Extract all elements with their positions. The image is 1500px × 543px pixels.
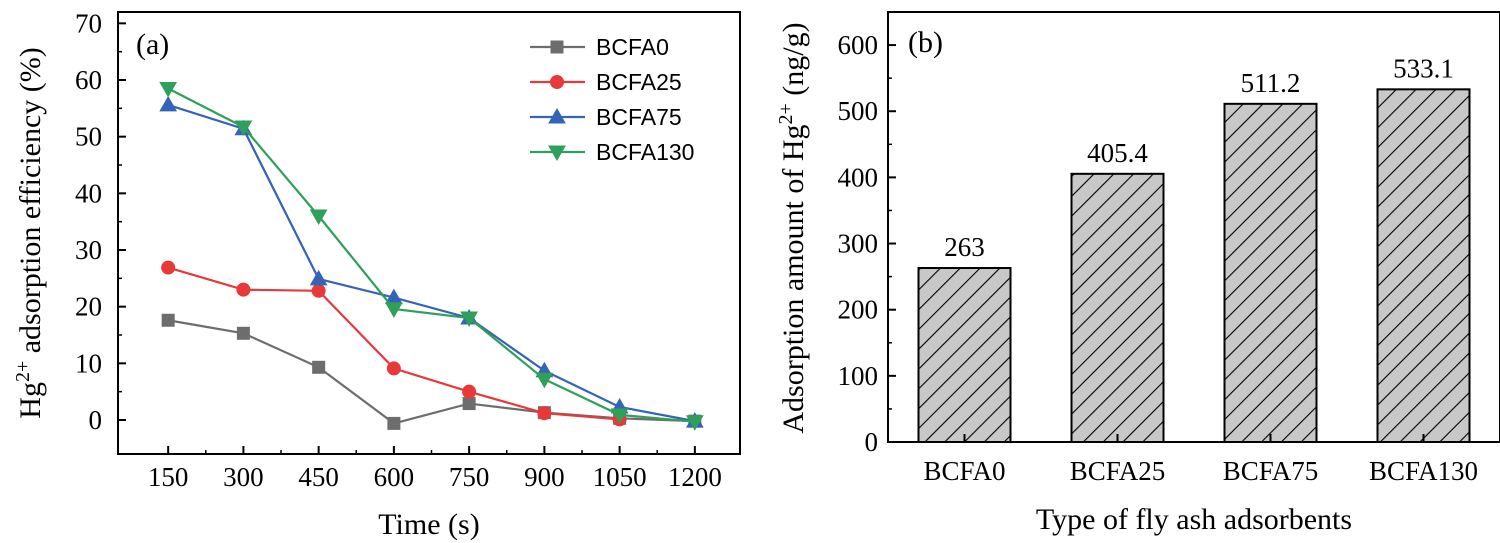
panel-a-x-tick-label: 300 xyxy=(223,462,264,492)
panel-a-x-tick-label: 150 xyxy=(148,462,189,492)
legend-entry-bcfa75: BCFA75 xyxy=(530,104,682,130)
legend-entry-bcfa0: BCFA0 xyxy=(530,34,669,60)
panel-b-x-axis-title: Type of fly ash adsorbents xyxy=(1036,503,1352,536)
panel-a-x-axis: 150 300 450 600 750 900 1050 1200 xyxy=(148,446,722,492)
panel-a-series xyxy=(159,82,704,431)
panel-a-x-tick-label: 1200 xyxy=(668,462,722,492)
panel-a-y-axis-title: Hg2+ adsorption efficiency (%) xyxy=(12,47,47,418)
bar-bcfa75 xyxy=(1223,102,1318,444)
panel-a-y-tick-label: 40 xyxy=(75,178,102,208)
legend-label-bcfa25: BCFA25 xyxy=(596,69,682,95)
data-point-bcfa130 xyxy=(610,408,629,424)
panel-b-y-tick-label: 400 xyxy=(838,162,879,192)
panel-a-plot-frame xyxy=(117,11,741,455)
panel-b-y-tick-label: 300 xyxy=(838,229,879,259)
bar-bcfa130 xyxy=(1376,88,1471,444)
panel-a-y-tick-label: 70 xyxy=(75,8,102,38)
panel-b-x-tick-label: BCFA25 xyxy=(1070,456,1166,486)
panel-b-y-tick-label: 100 xyxy=(838,361,879,391)
panel-b-plot-frame xyxy=(887,11,1500,443)
data-point-bcfa130 xyxy=(159,82,178,98)
legend-marker-bcfa25 xyxy=(550,75,564,89)
data-point-bcfa130 xyxy=(385,302,403,318)
panel-a-y-tick-label: 20 xyxy=(75,292,102,322)
legend-marker-bcfa75 xyxy=(548,107,566,124)
data-point-bcfa25 xyxy=(386,361,401,376)
panel-a-line-chart: (a) 0 10 20 30 40 50 60 70 150 300 450 600 750 900 10… xyxy=(12,8,741,541)
data-point-bcfa130 xyxy=(234,120,253,137)
panel-a-y-tick-label: 30 xyxy=(75,235,102,265)
panel-b-x-tick-label: BCFA130 xyxy=(1369,456,1478,486)
series-bcfa130 xyxy=(159,82,704,431)
panel-b-label: (b) xyxy=(908,26,943,59)
data-point-bcfa0 xyxy=(236,326,250,340)
panel-a-x-tick-label: 750 xyxy=(449,462,490,492)
panel-a-y-tick-label: 10 xyxy=(75,348,102,378)
panel-b-y-tick-label: 0 xyxy=(865,427,879,457)
panel-b-x-tick-label: BCFA0 xyxy=(923,456,1005,486)
legend-label-bcfa130: BCFA130 xyxy=(596,139,694,165)
panel-a-x-tick-label: 600 xyxy=(374,462,415,492)
panel-a-x-tick-label: 1050 xyxy=(593,462,647,492)
bar-value-label-bcfa0: 263 xyxy=(944,232,985,262)
legend-marker-bcfa0 xyxy=(550,40,564,54)
panel-b-y-tick-label: 600 xyxy=(838,30,879,60)
panel-a-x-axis-title: Time (s) xyxy=(378,508,479,541)
legend-entry-bcfa25: BCFA25 xyxy=(530,69,682,95)
panel-a-y-axis: 0 10 20 30 40 50 60 70 xyxy=(75,8,126,435)
data-point-bcfa130 xyxy=(535,372,554,389)
series-line-bcfa75 xyxy=(167,103,696,423)
data-point-bcfa0 xyxy=(462,397,476,411)
data-point-bcfa0 xyxy=(161,313,175,327)
panel-b-y-axis: 0 100 200 300 400 500 600 xyxy=(838,30,896,457)
legend-marker-bcfa130 xyxy=(548,145,566,162)
data-point-bcfa130 xyxy=(460,311,478,328)
bar-bcfa0 xyxy=(917,267,1012,443)
legend-label-bcfa75: BCFA75 xyxy=(596,104,682,130)
data-point-bcfa130 xyxy=(309,209,328,226)
data-point-bcfa75 xyxy=(309,269,328,286)
panel-b-x-tick-label: BCFA75 xyxy=(1223,456,1319,486)
data-point-bcfa25 xyxy=(161,260,176,275)
data-point-bcfa0 xyxy=(387,416,401,430)
panel-a-y-tick-label: 60 xyxy=(75,65,102,95)
panel-a-label: (a) xyxy=(136,28,169,61)
series-line-bcfa130 xyxy=(167,87,695,423)
series-bcfa25 xyxy=(161,260,627,427)
bar-value-label-bcfa75: 511.2 xyxy=(1241,68,1301,98)
bar-value-label-bcfa130: 533.1 xyxy=(1393,53,1454,83)
panel-a-x-tick-label: 900 xyxy=(524,462,565,492)
data-point-bcfa25 xyxy=(537,406,552,421)
panel-b-y-tick-label: 500 xyxy=(838,96,879,126)
panel-b-y-axis-title: Adsorption amount of Hg2+ (ng/g) xyxy=(775,22,810,433)
legend-label-bcfa0: BCFA0 xyxy=(596,34,669,60)
panel-a-y-tick-label: 0 xyxy=(89,405,103,435)
bar-bcfa25 xyxy=(1070,172,1165,443)
panel-a-x-tick-label: 450 xyxy=(298,462,339,492)
data-point-bcfa25 xyxy=(236,282,251,297)
panel-a-legend: BCFA0 BCFA25 BCFA75 BCFA130 xyxy=(530,34,694,165)
data-point-bcfa25 xyxy=(311,283,326,298)
data-point-bcfa75 xyxy=(159,95,178,112)
panel-b-bars: 263 BCFA0 405.4 BCFA25 511.2 BCFA75 533.1 BCFA1… xyxy=(917,53,1478,486)
data-point-bcfa25 xyxy=(462,384,477,399)
data-point-bcfa130 xyxy=(685,415,704,431)
legend-entry-bcfa130: BCFA130 xyxy=(530,139,694,165)
data-point-bcfa0 xyxy=(312,360,326,374)
bar-value-label-bcfa25: 405.4 xyxy=(1087,138,1148,168)
panel-b-y-tick-label: 200 xyxy=(838,295,879,325)
panel-b-bar-chart: (b) 0 100 200 300 400 500 600 263 BCFA0 405.4 BCF… xyxy=(775,11,1500,536)
panel-a-y-tick-label: 50 xyxy=(75,122,102,152)
